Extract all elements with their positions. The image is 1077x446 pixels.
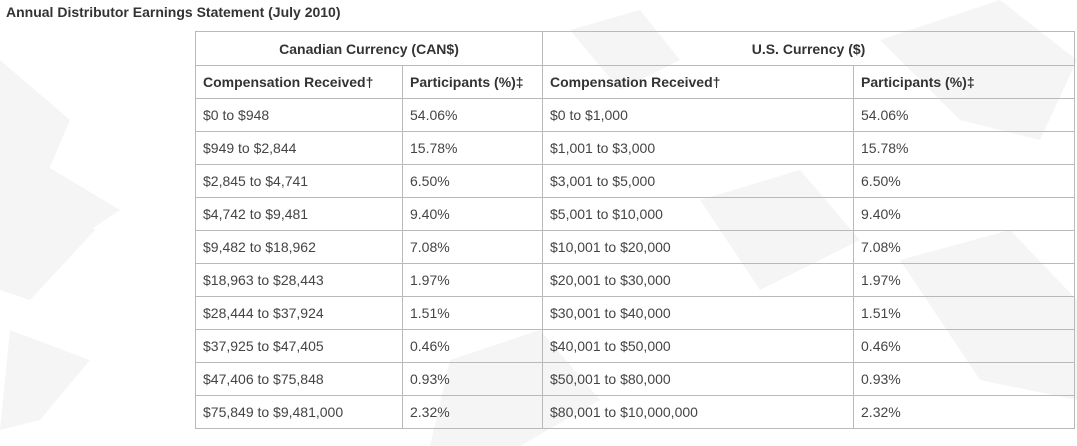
- us-compensation-cell: $50,001 to $80,000: [542, 362, 855, 396]
- header-can-compensation: Compensation Received†: [195, 65, 403, 99]
- us-participants-cell: 7.08%: [853, 230, 1076, 264]
- can-compensation-cell: $18,963 to $28,443: [195, 263, 403, 297]
- canadian-currency-header: Canadian Currency (CAN$): [194, 31, 544, 66]
- can-compensation-cell: $9,482 to $18,962: [195, 230, 403, 264]
- can-participants-cell: 0.93%: [401, 362, 544, 396]
- us-participants-cell: 15.78%: [853, 131, 1076, 165]
- can-compensation-cell: $47,406 to $75,848: [195, 362, 403, 396]
- us-participants-cell: 1.51%: [853, 296, 1076, 330]
- table-row: $949 to $2,844 15.78% $1,001 to $3,000 1…: [195, 131, 1076, 165]
- can-compensation-cell: $0 to $948: [195, 98, 403, 132]
- us-participants-cell: 6.50%: [853, 164, 1076, 198]
- us-compensation-cell: $1,001 to $3,000: [542, 131, 855, 165]
- can-compensation-cell: $949 to $2,844: [195, 131, 403, 165]
- table-row: $18,963 to $28,443 1.97% $20,001 to $30,…: [195, 263, 1076, 297]
- us-compensation-cell: $20,001 to $30,000: [542, 263, 855, 297]
- us-participants-cell: 54.06%: [853, 98, 1076, 132]
- table-row: $47,406 to $75,848 0.93% $50,001 to $80,…: [195, 362, 1076, 396]
- us-compensation-cell: $5,001 to $10,000: [542, 197, 855, 231]
- can-participants-cell: 7.08%: [401, 230, 544, 264]
- us-compensation-cell: $30,001 to $40,000: [542, 296, 855, 330]
- can-participants-cell: 2.32%: [401, 395, 544, 429]
- us-compensation-cell: $10,001 to $20,000: [542, 230, 855, 264]
- us-participants-cell: 9.40%: [853, 197, 1076, 231]
- header-us-compensation: Compensation Received†: [542, 65, 855, 99]
- can-participants-cell: 15.78%: [401, 131, 544, 165]
- us-compensation-cell: $80,001 to $10,000,000: [542, 395, 855, 429]
- column-header-row: Compensation Received† Participants (%)‡…: [195, 65, 1076, 99]
- can-participants-cell: 1.97%: [401, 263, 544, 297]
- table-row: $37,925 to $47,405 0.46% $40,001 to $50,…: [195, 329, 1076, 363]
- can-compensation-cell: $75,849 to $9,481,000: [195, 395, 403, 429]
- can-compensation-cell: $28,444 to $37,924: [195, 296, 403, 330]
- us-participants-cell: 0.93%: [853, 362, 1076, 396]
- earnings-table: Canadian Currency (CAN$) U.S. Currency (…: [194, 31, 1076, 429]
- table-row: $4,742 to $9,481 9.40% $5,001 to $10,000…: [195, 197, 1076, 231]
- table-row: $2,845 to $4,741 6.50% $3,001 to $5,000 …: [195, 164, 1076, 198]
- can-compensation-cell: $4,742 to $9,481: [195, 197, 403, 231]
- currency-group-header-row: Canadian Currency (CAN$) U.S. Currency (…: [194, 31, 1076, 66]
- header-can-participants: Participants (%)‡: [401, 65, 544, 99]
- us-compensation-cell: $3,001 to $5,000: [542, 164, 855, 198]
- table-row: $0 to $948 54.06% $0 to $1,000 54.06%: [195, 98, 1076, 132]
- us-currency-header: U.S. Currency ($): [542, 31, 1076, 66]
- can-compensation-cell: $37,925 to $47,405: [195, 329, 403, 363]
- can-participants-cell: 0.46%: [401, 329, 544, 363]
- table-row: $9,482 to $18,962 7.08% $10,001 to $20,0…: [195, 230, 1076, 264]
- table-row: $75,849 to $9,481,000 2.32% $80,001 to $…: [195, 395, 1076, 429]
- can-participants-cell: 9.40%: [401, 197, 544, 231]
- us-compensation-cell: $40,001 to $50,000: [542, 329, 855, 363]
- can-compensation-cell: $2,845 to $4,741: [195, 164, 403, 198]
- us-participants-cell: 1.97%: [853, 263, 1076, 297]
- header-us-participants: Participants (%)‡: [853, 65, 1076, 99]
- us-participants-cell: 0.46%: [853, 329, 1076, 363]
- can-participants-cell: 54.06%: [401, 98, 544, 132]
- us-participants-cell: 2.32%: [853, 395, 1076, 429]
- page-title: Annual Distributor Earnings Statement (J…: [6, 4, 341, 20]
- us-compensation-cell: $0 to $1,000: [542, 98, 855, 132]
- can-participants-cell: 6.50%: [401, 164, 544, 198]
- table-row: $28,444 to $37,924 1.51% $30,001 to $40,…: [195, 296, 1076, 330]
- can-participants-cell: 1.51%: [401, 296, 544, 330]
